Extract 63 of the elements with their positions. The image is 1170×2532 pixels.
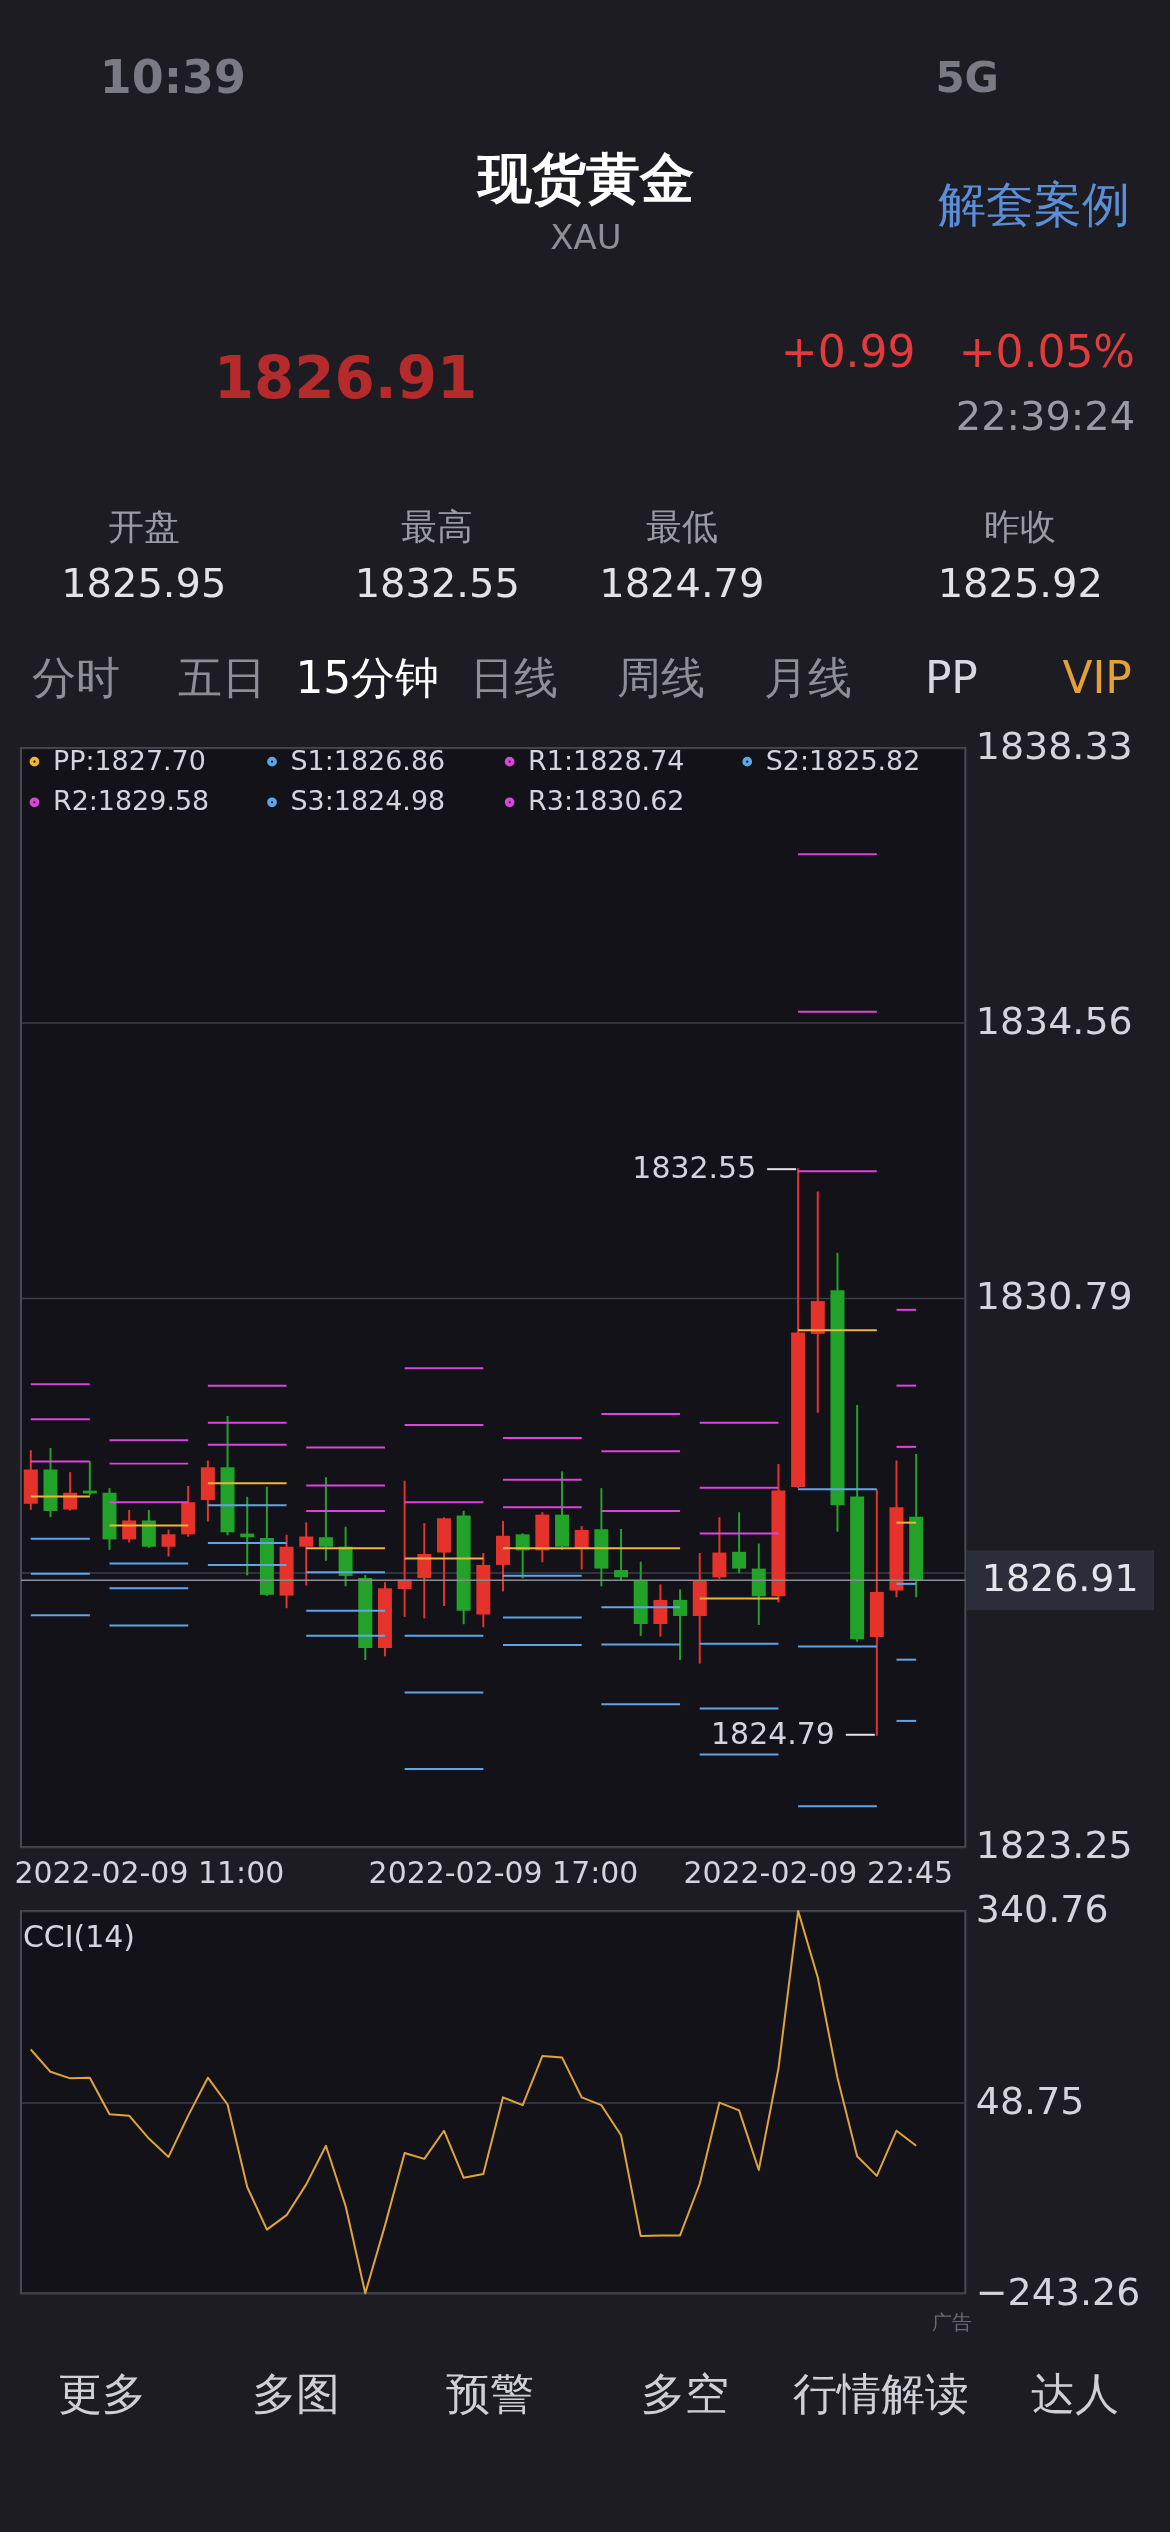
annotation: 1832.55 [632, 1150, 757, 1186]
text: 多图 [252, 2368, 341, 2420]
text: 22:39:24 [955, 393, 1136, 440]
text: 最低 [645, 506, 718, 548]
text: 多空 [640, 2368, 729, 2420]
text: 解套案例 [938, 176, 1131, 232]
candlestick [63, 1472, 78, 1511]
y-tick-label: 340.76 [975, 1887, 1109, 1932]
y-tick-label: −243.26 [975, 2269, 1141, 2314]
text: 1825.92 [937, 560, 1103, 607]
text: 分时 [31, 651, 120, 703]
candlestick [299, 1522, 314, 1586]
text: 10:39 [99, 50, 246, 105]
text: 五日 [177, 651, 266, 703]
legend-label: S2:1825.82 [765, 744, 921, 776]
chart-title: CCI(14) [22, 1918, 136, 1954]
text: 昨收 [984, 506, 1057, 548]
text: 最高 [401, 506, 474, 548]
y-tick-label: 48.75 [975, 2078, 1085, 2123]
candlestick [614, 1528, 629, 1581]
text: 1826.91 [213, 344, 478, 413]
text: 日线 [470, 651, 559, 703]
candlestick [673, 1589, 688, 1660]
candlestick [732, 1512, 747, 1574]
text: 1824.79 [599, 560, 765, 607]
text: 月线 [763, 651, 852, 703]
candlestick [82, 1461, 97, 1496]
text: 广告 [932, 2310, 973, 2335]
candlestick [574, 1526, 589, 1570]
candlestick [318, 1477, 333, 1561]
y-tick-label: 1834.56 [975, 999, 1133, 1044]
text: 15分钟 [295, 651, 440, 703]
text: 1825.95 [61, 560, 227, 607]
y-tick-label: 1838.33 [975, 724, 1133, 769]
text: 5G [935, 53, 999, 103]
text: PP [924, 651, 978, 703]
text: 预警 [446, 2368, 535, 2420]
y-tick-label: 1830.79 [975, 1273, 1133, 1318]
x-tick-label: 2022-02-09 17:00 [368, 1855, 639, 1891]
legend-label: S3:1824.98 [290, 785, 446, 817]
x-tick-label: 2022-02-09 11:00 [14, 1855, 285, 1891]
ref-line-label: 1826.91 [981, 1556, 1139, 1601]
y-tick-label: 1823.25 [975, 1823, 1133, 1868]
legend-label: R1:1828.74 [528, 744, 685, 776]
text: +0.99 [780, 325, 916, 377]
text: +0.05% [958, 325, 1136, 377]
text: 更多 [57, 2368, 146, 2420]
chart-subtitle: XAU [550, 216, 622, 257]
legend-label: R2:1829.58 [52, 785, 210, 817]
annotation: 1824.79 [711, 1715, 835, 1751]
text: 开盘 [107, 506, 180, 548]
legend-label: R3:1830.62 [528, 785, 685, 817]
text: 1832.55 [354, 560, 520, 607]
text: VIP [1062, 651, 1132, 703]
legend-label: S1:1826.86 [290, 744, 446, 776]
legend-label: PP:1827.70 [52, 744, 206, 776]
candlestick [161, 1529, 176, 1557]
text: 行情解读 [793, 2368, 970, 2420]
text: 周线 [616, 651, 705, 703]
candlestick [122, 1510, 137, 1543]
x-tick-label: 2022-02-09 22:45 [683, 1855, 954, 1891]
chart-title: 现货黄金 [476, 146, 694, 210]
text: 达人 [1031, 2368, 1120, 2420]
